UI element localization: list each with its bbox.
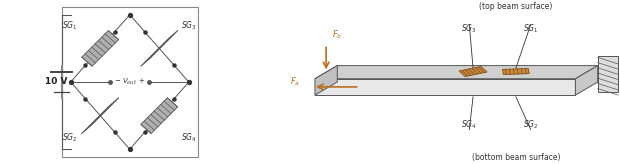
Polygon shape [315,79,575,95]
Bar [598,56,618,92]
Polygon shape [459,66,487,77]
Polygon shape [502,68,529,75]
Text: $SG_{4}$: $SG_{4}$ [182,132,197,144]
Text: 10 V: 10 V [45,78,68,86]
Text: $SG_1$: $SG_1$ [523,23,539,35]
Text: (bottom beam surface): (bottom beam surface) [472,153,560,162]
Text: $-\ V_{out}\ +$: $-\ V_{out}\ +$ [113,77,146,87]
Text: $SG_4$: $SG_4$ [461,119,477,131]
Text: $F_a$: $F_a$ [290,76,300,88]
Polygon shape [141,98,178,133]
Polygon shape [82,98,118,133]
Text: $SG_{2}$: $SG_{2}$ [63,132,78,144]
Polygon shape [575,66,598,95]
Polygon shape [141,31,178,66]
Text: $SG_{3}$: $SG_{3}$ [182,20,197,32]
Polygon shape [315,66,337,95]
Text: $F_b$: $F_b$ [332,29,342,41]
Text: $SG_3$: $SG_3$ [461,23,477,35]
Text: $SG_{1}$: $SG_{1}$ [63,20,78,32]
Text: $SG_2$: $SG_2$ [523,119,539,131]
Text: (top beam surface): (top beam surface) [479,2,552,11]
Polygon shape [315,66,598,79]
Polygon shape [82,31,118,66]
Bar [61,7,198,157]
